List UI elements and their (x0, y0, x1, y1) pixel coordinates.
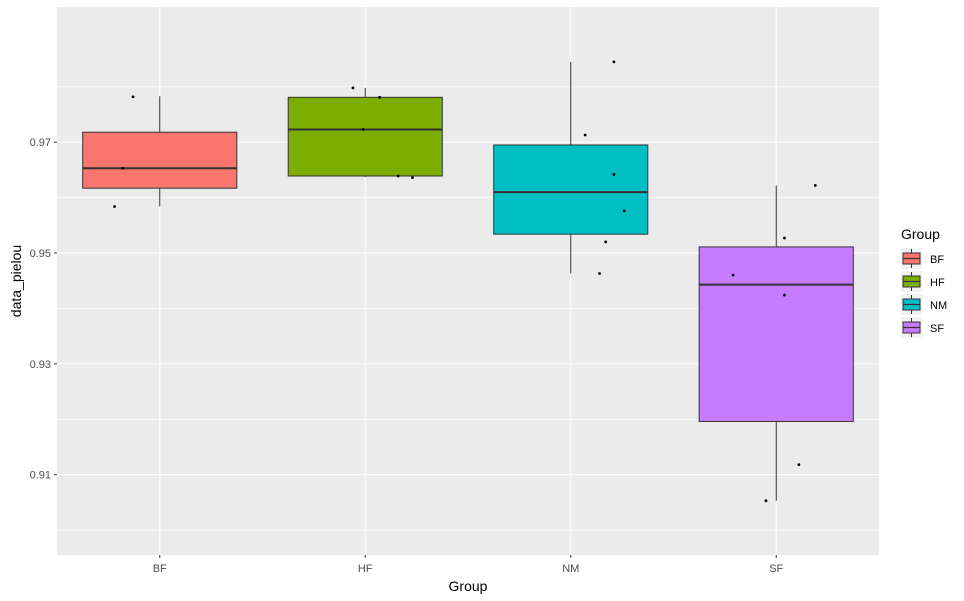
x-tick-label: SF (769, 563, 783, 575)
data-point (797, 463, 801, 467)
x-axis: BF HF NM SF (153, 555, 784, 575)
box-body (82, 131, 238, 189)
data-point (351, 86, 355, 90)
box-bf (82, 96, 238, 207)
x-tick-label: BF (153, 563, 167, 575)
data-point (131, 95, 135, 99)
data-point (411, 176, 414, 180)
data-point (583, 133, 587, 137)
data-point (731, 273, 735, 277)
data-point (378, 95, 382, 99)
legend-label: HF (930, 277, 945, 289)
data-point (612, 172, 616, 176)
y-tick-label: 0.93 (30, 359, 51, 371)
data-point (361, 128, 365, 131)
data-point (396, 174, 400, 178)
legend: Group BF HF NM SF (901, 226, 947, 338)
data-point (813, 184, 817, 187)
data-point (622, 209, 626, 213)
box-hf (287, 87, 443, 178)
legend-label: NM (930, 300, 947, 312)
box-sf (698, 185, 854, 501)
x-axis-title: Group (449, 578, 488, 594)
legend-item-nm: NM (901, 294, 947, 315)
legend-item-bf: BF (901, 248, 944, 269)
data-point (121, 166, 125, 170)
box-body (287, 96, 443, 177)
legend-label: SF (930, 323, 944, 335)
y-axis-title: data_pielou (8, 245, 24, 317)
data-point (783, 293, 786, 297)
data-point (612, 60, 616, 64)
y-axis: 0.91 0.93 0.95 0.97 (30, 137, 57, 482)
x-tick-label: HF (358, 563, 373, 575)
x-tick-label: NM (562, 563, 579, 575)
data-point (598, 272, 601, 275)
legend-item-sf: SF (901, 317, 944, 338)
box-nm (493, 61, 649, 274)
data-point (783, 236, 786, 240)
legend-title: Group (901, 226, 940, 242)
legend-label: BF (930, 254, 944, 266)
box-body (493, 144, 649, 235)
jitter-points-layer (113, 60, 817, 503)
data-point (764, 499, 768, 503)
data-point (113, 205, 116, 208)
y-tick-label: 0.95 (30, 248, 51, 260)
box-body (698, 246, 854, 422)
y-tick-label: 0.91 (30, 470, 51, 482)
legend-item-hf: HF (901, 271, 945, 292)
boxplot-layer (82, 61, 854, 501)
data-point (604, 240, 608, 244)
y-tick-label: 0.97 (30, 137, 51, 149)
